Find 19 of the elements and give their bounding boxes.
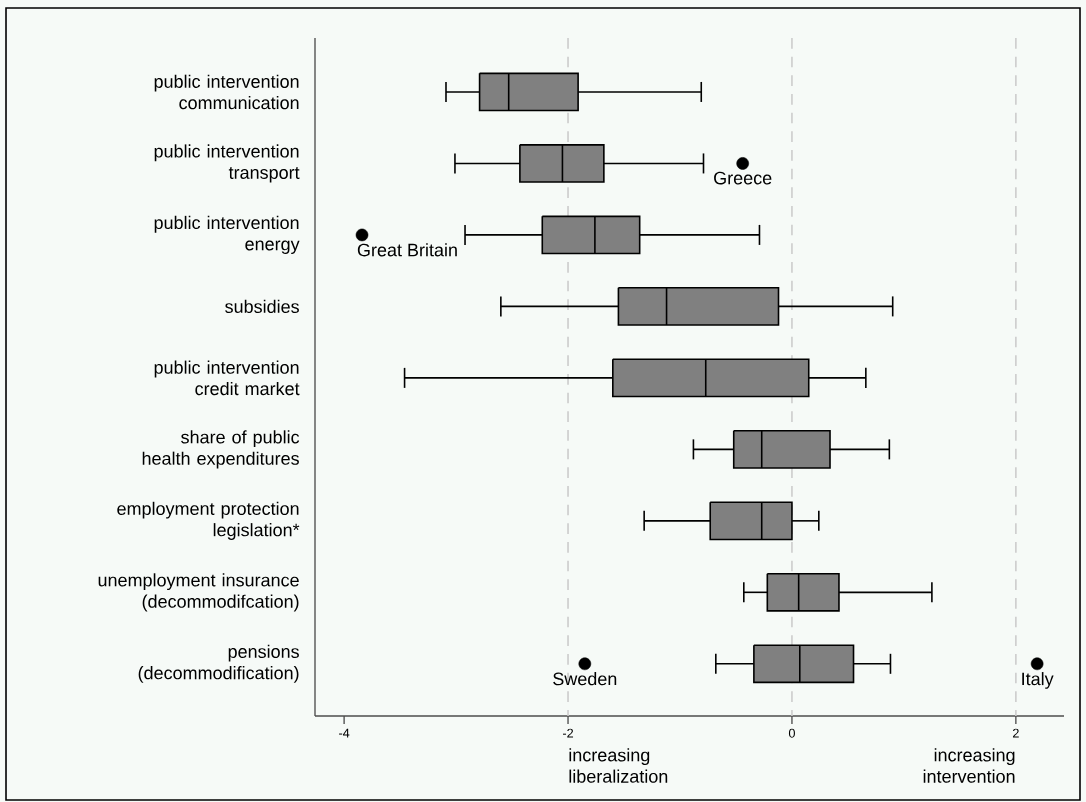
- y-tick-label: share of public health expenditures: [142, 430, 300, 469]
- annotation: Greece: [714, 171, 772, 185]
- y-tick-label: employment protection legislation*: [117, 501, 300, 540]
- x-tick-label: -4: [339, 728, 350, 738]
- y-tick-label: public intervention communication: [154, 74, 299, 110]
- y-tick-label: public intervention energy: [154, 215, 300, 254]
- annotation: Sweden: [553, 672, 617, 686]
- y-tick-label: public intervention credit market: [154, 360, 300, 396]
- y-tick-label: pensions (decommodification): [138, 644, 299, 683]
- text: increasing intervention: [923, 748, 1015, 783]
- y-tick-label: public intervention transport: [154, 144, 300, 183]
- annotation: Italy: [1022, 672, 1054, 689]
- x-tick-label: 2: [1012, 728, 1019, 738]
- annotation: Great Britain: [357, 243, 457, 257]
- text: increasing liberalization: [569, 748, 668, 783]
- x-tick-label: -2: [562, 728, 574, 738]
- y-tick-label: unemployment insurance (decommodifcation): [98, 573, 299, 612]
- x-tick-label: 0: [788, 728, 795, 738]
- y-tick-label: subsidies: [225, 299, 299, 313]
